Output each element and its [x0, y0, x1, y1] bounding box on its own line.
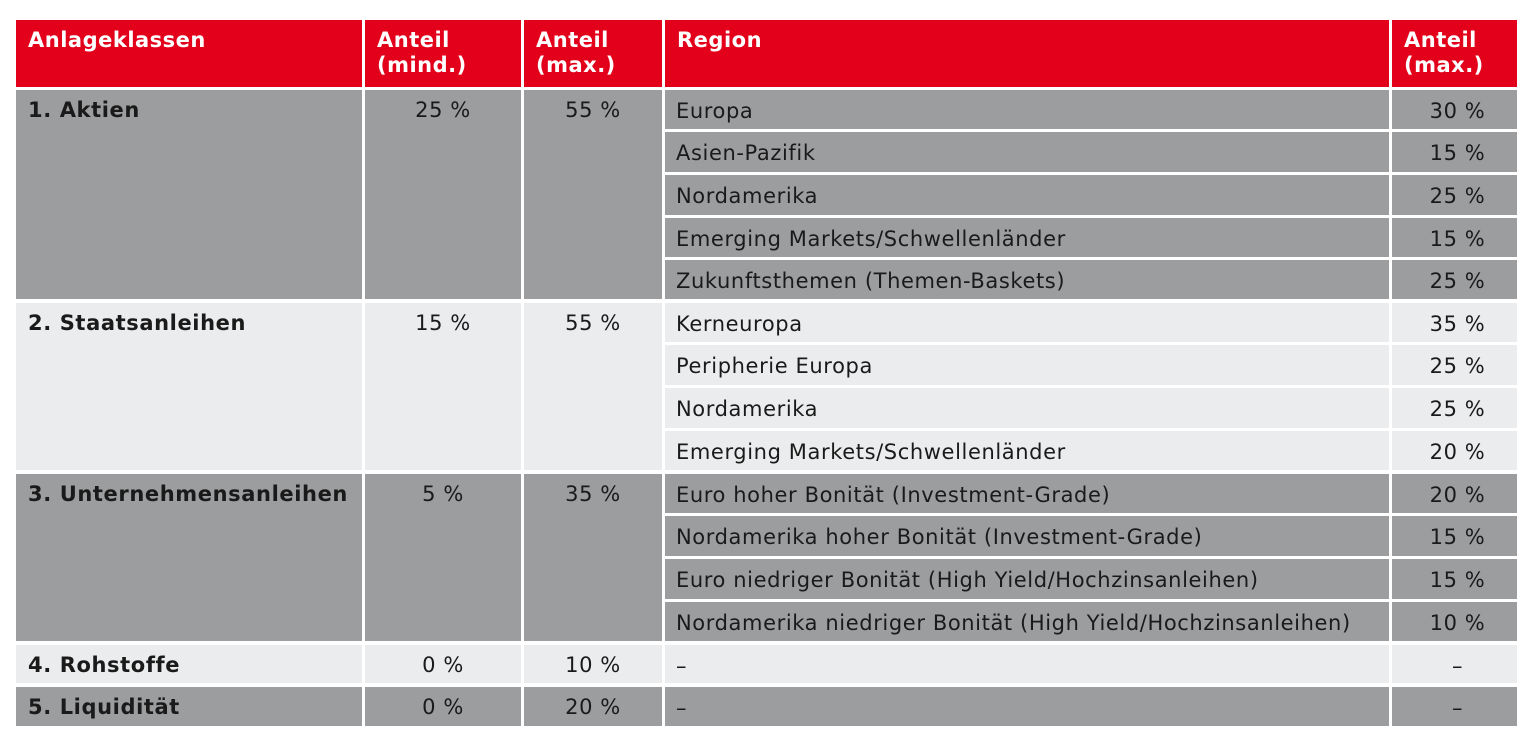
min-share-cell: 15 %	[365, 303, 521, 470]
min-share-cell: 5 %	[365, 474, 521, 641]
category-cell: 5. Liquidität	[16, 687, 362, 726]
region-cell: –	[665, 687, 1389, 726]
region-max-cell: –	[1392, 687, 1517, 726]
region-max-cell: 35 %	[1392, 303, 1517, 342]
region-max-cell: 15 %	[1392, 516, 1517, 556]
min-share-cell: 25 %	[365, 90, 521, 299]
header-anlageklassen: Anlageklassen	[16, 20, 362, 87]
region-max-cell: 15 %	[1392, 132, 1517, 172]
region-max-cell: 20 %	[1392, 474, 1517, 513]
max-share-cell: 10 %	[524, 645, 662, 683]
region-cell: Zukunftsthemen (Themen-Baskets)	[665, 260, 1389, 299]
region-cell: Europa	[665, 90, 1389, 129]
region-cell: –	[665, 645, 1389, 683]
region-max-cell: 30 %	[1392, 90, 1517, 129]
region-max-cell: 25 %	[1392, 388, 1517, 428]
region-max-cell: 25 %	[1392, 260, 1517, 299]
region-max-cell: –	[1392, 645, 1517, 683]
header-anteil-label: Anteil	[536, 28, 609, 52]
region-cell: Nordamerika	[665, 388, 1389, 428]
region-cell: Euro niedriger Bonität (High Yield/Hochz…	[665, 559, 1389, 599]
min-share-cell: 0 %	[365, 687, 521, 726]
min-share-cell: 0 %	[365, 645, 521, 683]
header-max-label: (max.)	[536, 53, 616, 77]
header-anlageklassen-label: Anlageklassen	[28, 28, 206, 52]
max-share-cell: 55 %	[524, 90, 662, 299]
max-share-cell: 35 %	[524, 474, 662, 641]
region-cell: Emerging Markets/Schwellenländer	[665, 431, 1389, 470]
region-cell: Kerneuropa	[665, 303, 1389, 342]
region-max-cell: 15 %	[1392, 559, 1517, 599]
category-cell: 4. Rohstoffe	[16, 645, 362, 683]
header-anteil-max: Anteil (max.)	[524, 20, 662, 87]
region-cell: Nordamerika hoher Bonität (Investment-Gr…	[665, 516, 1389, 556]
region-max-cell: 20 %	[1392, 431, 1517, 470]
region-cell: Nordamerika niedriger Bonität (High Yiel…	[665, 602, 1389, 641]
region-cell: Peripherie Europa	[665, 345, 1389, 385]
header-max-label: (max.)	[1404, 53, 1484, 77]
region-cell: Nordamerika	[665, 175, 1389, 215]
header-anteil-label: Anteil	[377, 28, 450, 52]
header-region: Region	[665, 20, 1389, 87]
region-cell: Emerging Markets/Schwellenländer	[665, 218, 1389, 257]
header-anteil-mind: Anteil (mind.)	[365, 20, 521, 87]
header-region-anteil-max: Anteil (max.)	[1392, 20, 1517, 87]
max-share-cell: 20 %	[524, 687, 662, 726]
region-max-cell: 10 %	[1392, 602, 1517, 641]
region-cell: Euro hoher Bonität (Investment-Grade)	[665, 474, 1389, 513]
header-mind-label: (mind.)	[377, 53, 467, 77]
region-max-cell: 25 %	[1392, 345, 1517, 385]
header-anteil-label: Anteil	[1404, 28, 1477, 52]
region-max-cell: 15 %	[1392, 218, 1517, 257]
header-region-label: Region	[677, 28, 763, 52]
region-cell: Asien-Pazifik	[665, 132, 1389, 172]
category-cell: 1. Aktien	[16, 90, 362, 299]
category-cell: 2. Staatsanleihen	[16, 303, 362, 470]
category-cell: 3. Unternehmensanleihen	[16, 474, 362, 641]
max-share-cell: 55 %	[524, 303, 662, 470]
region-max-cell: 25 %	[1392, 175, 1517, 215]
